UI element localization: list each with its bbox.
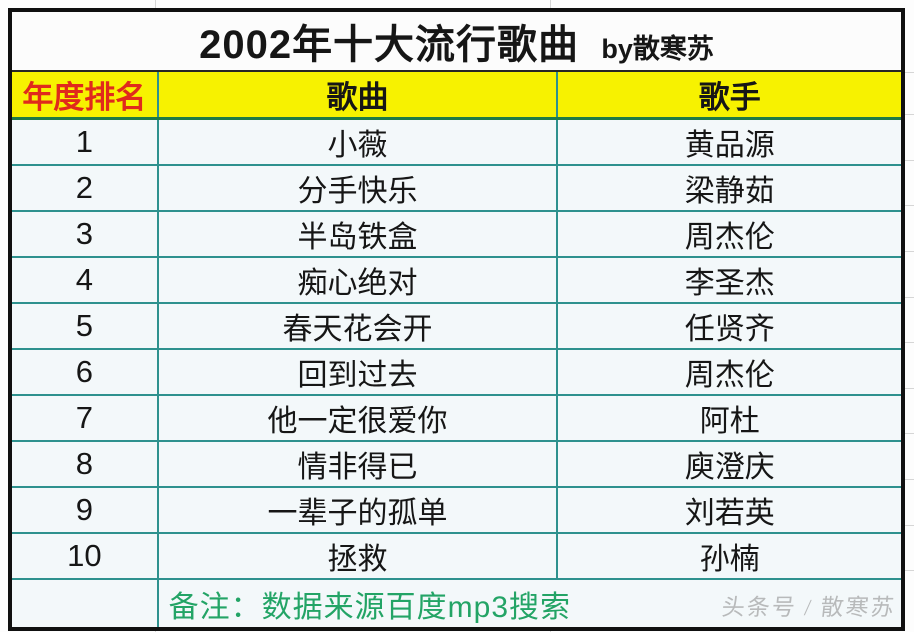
footer-row: 备注：数据来源百度mp3搜索	[9, 578, 905, 630]
song-cell: 拯救	[156, 532, 559, 580]
singer-cell: 黄品源	[556, 117, 904, 166]
song-cell: 半岛铁盒	[156, 210, 559, 258]
singer-cell: 梁静茹	[556, 164, 904, 212]
song-cell: 情非得已	[156, 440, 559, 488]
singer-cell: 孙楠	[556, 532, 904, 580]
song-cell: 他一定很爱你	[156, 394, 559, 442]
gridline	[905, 479, 914, 480]
gridline	[905, 72, 914, 73]
singer-cell: 周杰伦	[556, 210, 904, 258]
byline: by散寒苏	[601, 34, 714, 64]
song-cell: 分手快乐	[156, 164, 559, 212]
rank-cell: 9	[9, 486, 159, 534]
singer-cell: 李圣杰	[556, 256, 904, 304]
gridline	[905, 525, 914, 526]
gridline	[905, 160, 914, 161]
singer-cell: 庾澄庆	[556, 440, 904, 488]
songs-table: 2002年十大流行歌曲 by散寒苏 年度排名 歌曲 歌手 1 小薇 黄品源 2 …	[8, 8, 905, 631]
song-cell: 春天花会开	[156, 302, 559, 350]
rank-cell: 3	[9, 210, 159, 258]
song-cell: 回到过去	[156, 348, 559, 396]
table-row: 9 一辈子的孤单 刘若英	[9, 486, 904, 534]
rank-cell: 6	[9, 348, 159, 396]
singer-cell: 阿杜	[556, 394, 904, 442]
song-cell: 一辈子的孤单	[156, 486, 559, 534]
rank-cell: 1	[9, 117, 159, 166]
singer-cell: 任贤齐	[556, 302, 904, 350]
rank-cell: 5	[9, 302, 159, 350]
gridline	[905, 205, 914, 206]
gridline	[550, 0, 551, 8]
rank-cell: 8	[9, 440, 159, 488]
rank-cell: 2	[9, 164, 159, 212]
gridline	[905, 570, 914, 571]
gridline	[905, 114, 914, 115]
gridline	[905, 342, 914, 343]
rank-cell: 7	[9, 394, 159, 442]
gridline	[905, 297, 914, 298]
gridline	[905, 433, 914, 434]
column-header-singer: 歌手	[556, 70, 904, 120]
table-row: 3 半岛铁盒 周杰伦	[9, 210, 904, 258]
table-row: 2 分手快乐 梁静茹	[9, 164, 904, 212]
table-row: 8 情非得已 庾澄庆	[9, 440, 904, 488]
rank-cell: 4	[9, 256, 159, 304]
song-cell: 小薇	[156, 117, 559, 166]
singer-cell: 刘若英	[556, 486, 904, 534]
note-cell: 备注：数据来源百度mp3搜索	[156, 578, 905, 630]
column-header-rank: 年度排名	[9, 70, 159, 120]
gridline	[905, 388, 914, 389]
gridline	[155, 0, 156, 8]
table-title-cell: 2002年十大流行歌曲 by散寒苏	[9, 9, 904, 72]
watermark: 头条号 / 散寒苏	[720, 595, 898, 620]
table-row: 1 小薇 黄品源	[9, 117, 904, 166]
rank-cell: 10	[9, 532, 159, 580]
page-title: 2002年十大流行歌曲	[199, 23, 580, 67]
gridline	[905, 251, 914, 252]
table-row: 4 痴心绝对 李圣杰	[9, 256, 904, 304]
table-row: 5 春天花会开 任贤齐	[9, 302, 904, 350]
footer-empty-cell	[9, 578, 159, 630]
singer-cell: 周杰伦	[556, 348, 904, 396]
header-row: 年度排名 歌曲 歌手	[9, 70, 904, 120]
table-row: 6 回到过去 周杰伦	[9, 348, 904, 396]
table-row: 7 他一定很爱你 阿杜	[9, 394, 904, 442]
table-row: 10 拯救 孙楠	[9, 532, 904, 580]
title-row: 2002年十大流行歌曲 by散寒苏	[9, 9, 904, 72]
song-cell: 痴心绝对	[156, 256, 559, 304]
column-header-song: 歌曲	[156, 70, 559, 120]
